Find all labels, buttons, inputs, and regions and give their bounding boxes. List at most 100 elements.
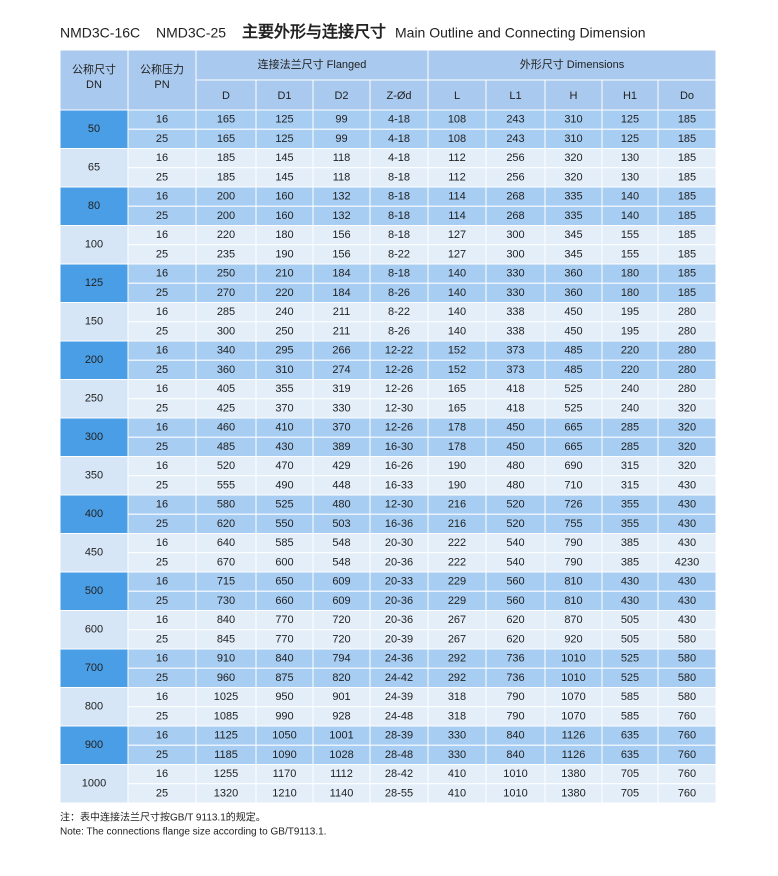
table-cell: 418 [506, 383, 524, 395]
table-cell: 910 [217, 653, 235, 665]
table-cell: 585 [621, 710, 639, 722]
table-cell: 430 [678, 479, 696, 491]
table-cell: 28-39 [385, 730, 413, 742]
table-cell: 760 [678, 730, 696, 742]
table-cell: 928 [332, 710, 350, 722]
table-cell: 16 [156, 268, 168, 280]
table-cell: 16 [156, 152, 168, 164]
table-cell: 25 [156, 171, 168, 183]
table-cell: 635 [621, 749, 639, 761]
table-cell: 580 [678, 653, 696, 665]
table-cell: 1090 [272, 749, 296, 761]
table-cell: 16 [156, 576, 168, 588]
table-cell: 901 [332, 691, 350, 703]
table-cell: 555 [217, 479, 235, 491]
cell [601, 79, 659, 111]
table-cell: 355 [621, 499, 639, 511]
table-cell: 16 [156, 191, 168, 203]
table-cell: 250 [217, 268, 235, 280]
table-cell: 790 [506, 710, 524, 722]
table-cell: 335 [564, 191, 582, 203]
table-cell: 360 [217, 364, 235, 376]
table-cell: 112 [448, 152, 466, 164]
table-cell: 127 [448, 248, 466, 260]
table-cell: 430 [678, 518, 696, 530]
table-cell: 4-18 [388, 133, 410, 145]
cell [59, 456, 129, 496]
table-cell: 235 [217, 248, 235, 260]
table-cell: 240 [621, 383, 639, 395]
table-cell: 635 [621, 730, 639, 742]
table-cell: 845 [217, 633, 235, 645]
table-cell: 24-42 [385, 672, 413, 684]
table-cell: 1070 [561, 710, 585, 722]
table-cell: 185 [678, 248, 696, 260]
table-cell: 448 [332, 479, 350, 491]
table-cell: 430 [678, 576, 696, 588]
table-cell: 125 [621, 133, 639, 145]
table-cell: 460 [217, 422, 235, 434]
table-cell: 665 [564, 441, 582, 453]
table-cell: 600 [275, 556, 293, 568]
table-cell: 480 [506, 479, 524, 491]
model: NMD3C-16C [60, 25, 140, 41]
table-cell: 410 [275, 422, 293, 434]
table-cell: 20-30 [385, 537, 413, 549]
table-cell: 370 [332, 422, 350, 434]
table-cell: 430 [678, 614, 696, 626]
table-cell: 16-30 [385, 441, 413, 453]
table-cell: 25 [156, 441, 168, 453]
table-cell: 220 [217, 229, 235, 241]
table-cell: 250 [275, 325, 293, 337]
table-cell: 960 [217, 672, 235, 684]
table-cell: 165 [448, 383, 466, 395]
table-cell: 8-26 [388, 325, 410, 337]
table-cell: 490 [275, 479, 293, 491]
table-cell: 152 [448, 364, 466, 376]
table-cell: 25 [156, 749, 168, 761]
title-en: Main Outline and Connecting Dimension [395, 25, 646, 41]
table-cell: 222 [448, 537, 466, 549]
table-cell: 1380 [561, 787, 585, 799]
table-cell: 373 [506, 345, 524, 357]
table-cell: 430 [275, 441, 293, 453]
table-cell: 16 [156, 114, 168, 126]
dn-cell: 400 [85, 508, 103, 520]
cell [59, 186, 129, 226]
cell [59, 764, 129, 804]
table-cell: 155 [621, 229, 639, 241]
table-cell: 216 [448, 499, 466, 511]
table-cell: 140 [448, 325, 466, 337]
table-cell: 355 [621, 518, 639, 530]
table-cell: 127 [448, 229, 466, 241]
table-cell: 505 [621, 614, 639, 626]
table-cell: 548 [332, 537, 350, 549]
table-cell: 585 [275, 537, 293, 549]
table-cell: 184 [332, 287, 350, 299]
table-cell: 118 [333, 171, 351, 183]
table-cell: 870 [564, 614, 582, 626]
table-cell: 318 [448, 691, 466, 703]
table-cell: 16-33 [385, 479, 413, 491]
table-cell: 285 [621, 441, 639, 453]
table-cell: 112 [448, 171, 466, 183]
table-cell: 12-26 [385, 383, 413, 395]
table-cell: 185 [678, 287, 696, 299]
table-cell: 560 [506, 576, 524, 588]
table-cell: 280 [678, 306, 696, 318]
table-cell: 292 [448, 672, 466, 684]
table-cell: 108 [448, 133, 466, 145]
table-cell: 520 [217, 460, 235, 472]
table-cell: 1320 [214, 787, 238, 799]
table-cell: 266 [332, 345, 350, 357]
table-cell: 710 [564, 479, 582, 491]
table-cell: 820 [332, 672, 350, 684]
table-cell: 185 [678, 210, 696, 222]
table-cell: 525 [621, 672, 639, 684]
table-cell: 190 [448, 479, 466, 491]
table-cell: 300 [506, 229, 524, 241]
title-cn: 主要外形与连接尺寸 [242, 22, 386, 41]
table-cell: 1140 [330, 787, 354, 799]
table-cell: 430 [621, 595, 639, 607]
table-cell: 16 [156, 653, 168, 665]
